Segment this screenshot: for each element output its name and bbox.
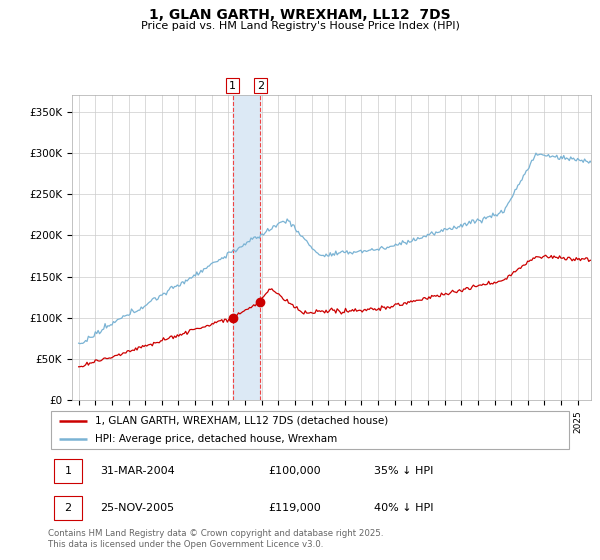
Text: 31-MAR-2004: 31-MAR-2004 xyxy=(101,466,175,476)
Bar xyxy=(233,95,260,400)
Text: £119,000: £119,000 xyxy=(269,503,321,513)
Text: Price paid vs. HM Land Registry's House Price Index (HPI): Price paid vs. HM Land Registry's House … xyxy=(140,21,460,31)
Text: 25-NOV-2005: 25-NOV-2005 xyxy=(101,503,175,513)
Text: 35% ↓ HPI: 35% ↓ HPI xyxy=(373,466,433,476)
Text: 1: 1 xyxy=(229,81,236,91)
Text: 40% ↓ HPI: 40% ↓ HPI xyxy=(373,503,433,513)
Text: £100,000: £100,000 xyxy=(269,466,321,476)
Text: HPI: Average price, detached house, Wrexham: HPI: Average price, detached house, Wrex… xyxy=(95,434,337,444)
Text: 1: 1 xyxy=(64,466,71,476)
Text: Contains HM Land Registry data © Crown copyright and database right 2025.
This d: Contains HM Land Registry data © Crown c… xyxy=(48,529,383,549)
FancyBboxPatch shape xyxy=(54,459,82,483)
FancyBboxPatch shape xyxy=(54,496,82,520)
Text: 2: 2 xyxy=(257,81,264,91)
Text: 2: 2 xyxy=(64,503,71,513)
Text: 1, GLAN GARTH, WREXHAM, LL12 7DS (detached house): 1, GLAN GARTH, WREXHAM, LL12 7DS (detach… xyxy=(95,416,389,426)
Text: 1, GLAN GARTH, WREXHAM, LL12  7DS: 1, GLAN GARTH, WREXHAM, LL12 7DS xyxy=(149,8,451,22)
FancyBboxPatch shape xyxy=(50,411,569,449)
